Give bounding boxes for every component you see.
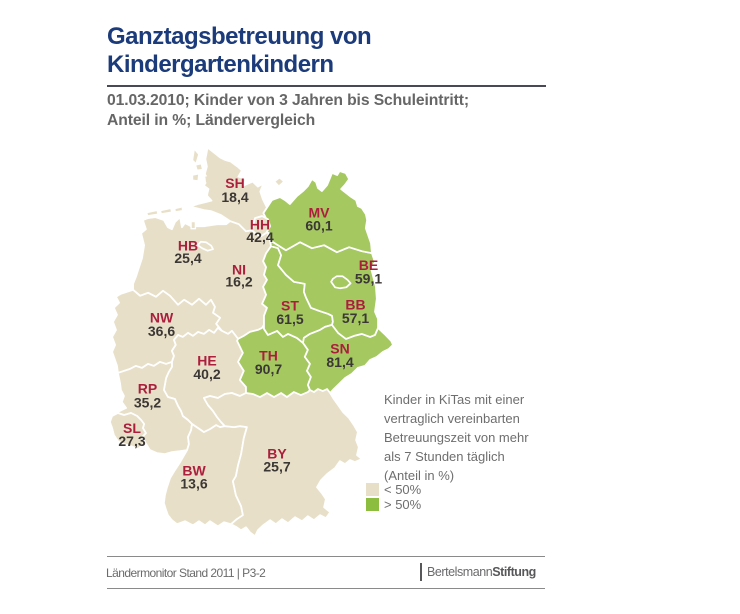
svg-text:NI: NI	[232, 262, 246, 278]
svg-text:HE: HE	[197, 353, 216, 369]
svg-text:57,1: 57,1	[342, 310, 369, 326]
svg-text:SL: SL	[123, 420, 141, 436]
svg-text:25,4: 25,4	[174, 250, 201, 266]
svg-text:40,2: 40,2	[193, 366, 220, 382]
svg-text:NW: NW	[150, 310, 174, 326]
svg-text:BB: BB	[345, 297, 365, 313]
svg-text:59,1: 59,1	[355, 271, 382, 287]
svg-text:MV: MV	[309, 205, 331, 221]
svg-text:25,7: 25,7	[263, 459, 290, 475]
svg-text:SH: SH	[225, 175, 244, 191]
svg-text:HB: HB	[178, 238, 198, 254]
svg-text:61,5: 61,5	[276, 311, 303, 327]
svg-text:27,3: 27,3	[118, 433, 145, 449]
svg-text:BE: BE	[359, 257, 378, 273]
svg-text:90,7: 90,7	[255, 361, 282, 377]
svg-text:36,6: 36,6	[148, 323, 175, 339]
svg-text:TH: TH	[259, 348, 278, 364]
svg-text:HH: HH	[250, 217, 270, 233]
svg-text:SN: SN	[330, 341, 349, 357]
svg-text:BW: BW	[182, 463, 206, 479]
svg-text:BY: BY	[267, 446, 287, 462]
svg-text:42,4: 42,4	[246, 229, 273, 245]
svg-text:16,2: 16,2	[225, 274, 252, 290]
svg-text:35,2: 35,2	[134, 395, 161, 411]
svg-text:60,1: 60,1	[305, 218, 332, 234]
svg-text:81,4: 81,4	[326, 354, 353, 370]
svg-text:18,4: 18,4	[221, 189, 248, 205]
svg-text:RP: RP	[138, 381, 157, 397]
svg-text:ST: ST	[281, 298, 299, 314]
svg-text:13,6: 13,6	[180, 476, 207, 492]
